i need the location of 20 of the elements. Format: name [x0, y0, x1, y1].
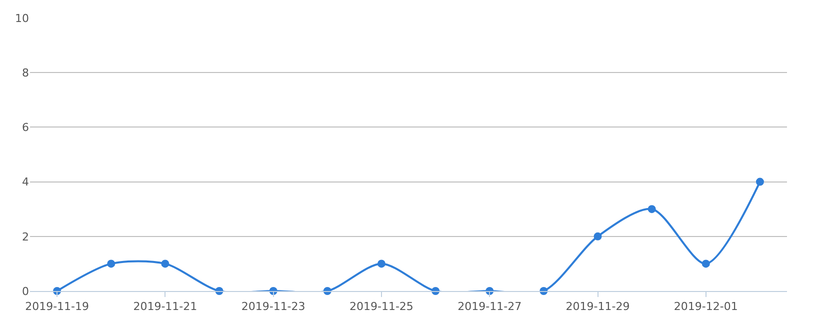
- y-tick-label: 8: [22, 66, 29, 80]
- y-tick-label: 0: [22, 284, 29, 298]
- point: [107, 260, 116, 268]
- y-tick-label: 10: [15, 12, 29, 25]
- y-tick-label: 2: [22, 230, 29, 244]
- point: [756, 178, 764, 186]
- y-tick-label: 6: [22, 121, 29, 134]
- point: [648, 205, 656, 214]
- x-tick-label: 2019-11-19: [25, 300, 90, 314]
- x-tick-label: 2019-11-27: [458, 300, 522, 314]
- y-tick-label: 4: [22, 176, 29, 189]
- point: [377, 260, 386, 268]
- point: [594, 232, 602, 240]
- x-tick-label: 2019-11-25: [349, 300, 414, 314]
- point: [161, 260, 170, 268]
- point: [702, 260, 710, 268]
- x-tick-label: 2019-11-21: [133, 300, 198, 314]
- x-tick-label: 2019-11-29: [566, 300, 630, 314]
- x-tick-label: 2019-12-01: [674, 300, 738, 314]
- x-tick-label: 2019-11-23: [241, 300, 306, 314]
